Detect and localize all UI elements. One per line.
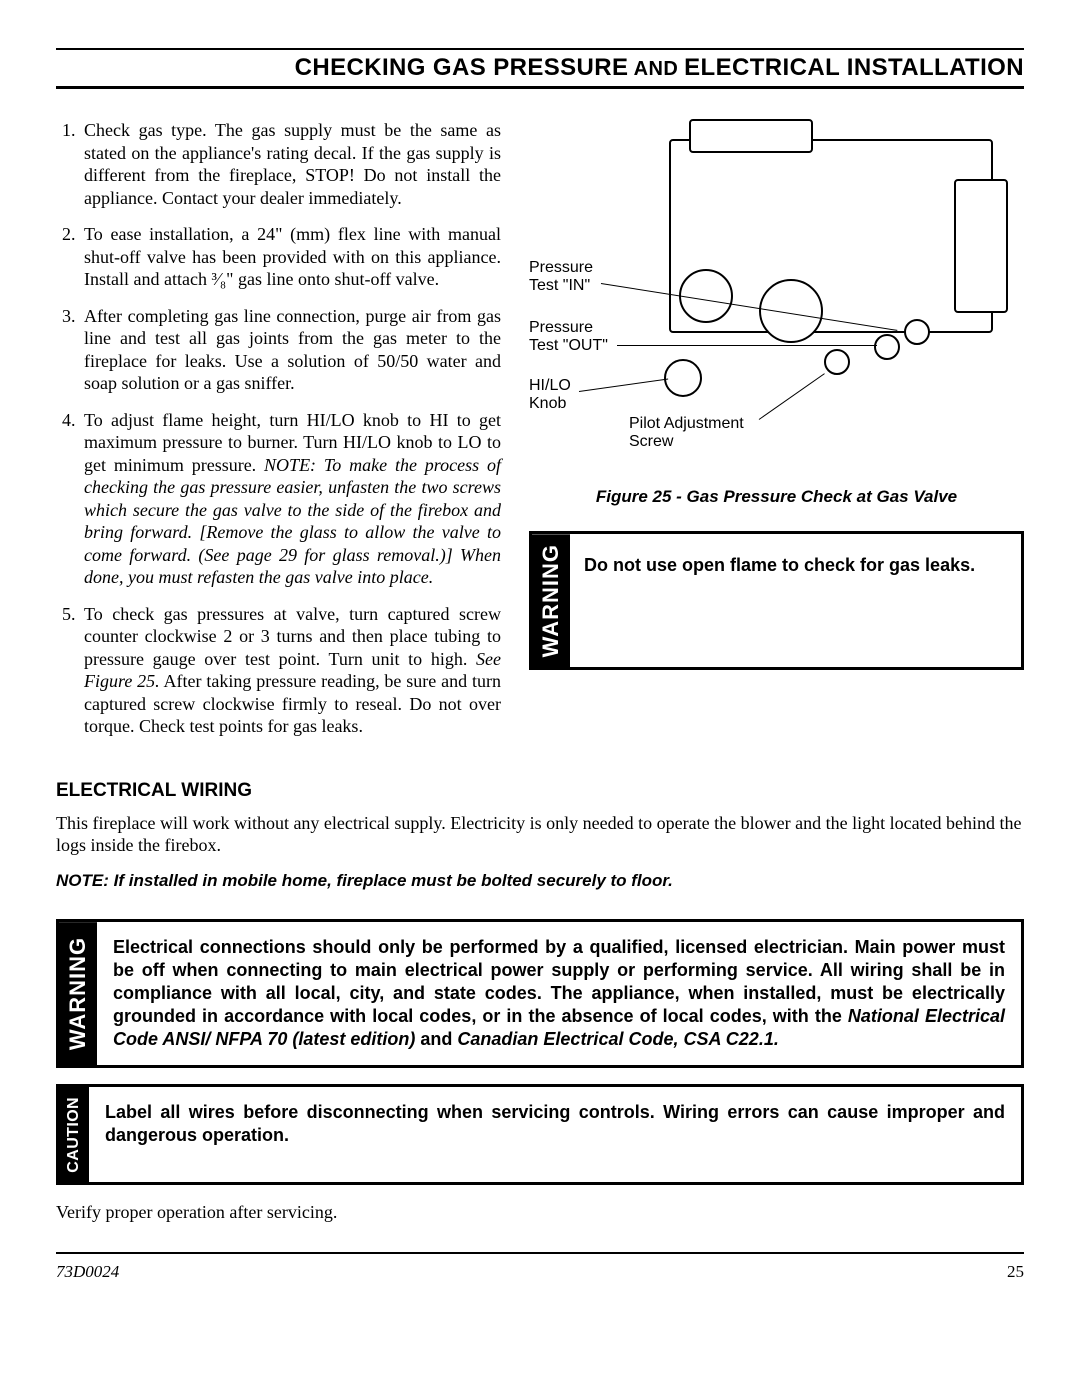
step-1: Check gas type. The gas supply must be t… [80, 119, 501, 209]
step-2: To ease installation, a 24" (mm) flex li… [80, 223, 501, 291]
test-out-port [874, 334, 900, 360]
title-part-b: ELECTRICAL INSTALLATION [684, 54, 1024, 81]
valve-top-outline [689, 119, 813, 153]
label-pressure-test-in: Pressure Test "IN" [529, 259, 593, 296]
title-part-a: CHECKING GAS PRESSURE [295, 54, 629, 81]
two-column-region: Check gas type. The gas supply must be t… [56, 119, 1024, 752]
valve-right-outline [954, 179, 1008, 313]
figure-25: Pressure Test "IN" Pressure Test "OUT" H… [529, 119, 1024, 507]
instructions-column: Check gas type. The gas supply must be t… [56, 119, 501, 752]
top-rule [56, 48, 1024, 50]
label-hilo: HI/LO Knob [529, 377, 571, 414]
page-footer: 73D0024 25 [56, 1252, 1024, 1282]
lbl-pt-out-a: Pressure [529, 319, 608, 337]
mobile-home-note: NOTE: If installed in mobile home, ﬁrepl… [56, 871, 1024, 891]
step-5-a: To check gas pressures at valve, turn ca… [84, 604, 501, 669]
warning-open-flame: WARNING Do not use open ﬂame to check fo… [529, 531, 1024, 670]
warning-electrical: WARNING Electrical connections should on… [56, 919, 1024, 1068]
warning-open-flame-text: Do not use open ﬂame to check for gas le… [570, 534, 1021, 667]
caution-label: CAUTION [59, 1087, 89, 1183]
step-3: After completing gas line connection, pu… [80, 305, 501, 395]
figure-25-caption: Figure 25 - Gas Pressure Check at Gas Va… [529, 487, 1024, 507]
lbl-pilot-a: Pilot Adjustment [629, 415, 744, 433]
step-4: To adjust flame height, turn HI/LO knob … [80, 409, 501, 589]
label-pressure-test-out: Pressure Test "OUT" [529, 319, 608, 356]
lbl-pilot-b: Screw [629, 433, 744, 451]
page-title: CHECKING GAS PRESSURE AND ELECTRICAL INS… [56, 54, 1024, 82]
warning-electrical-text: Electrical connections should only be pe… [97, 922, 1021, 1065]
leader-hilo [579, 378, 668, 392]
lbl-pt-in-a: Pressure [529, 259, 593, 277]
label-pilot: Pilot Adjustment Screw [629, 415, 744, 452]
lbl-hilo-b: Knob [529, 395, 571, 413]
document-number: 73D0024 [56, 1262, 119, 1282]
electrical-wiring-para: This fireplace will work without any ele… [56, 812, 1024, 857]
leader-pilot [759, 373, 825, 420]
title-and: AND [628, 58, 684, 80]
warning-label: WARNING [532, 534, 570, 667]
warn-elec-ref2: Canadian Electrical Code, CSA C22.1. [457, 1029, 778, 1049]
warning-label: WARNING [59, 922, 97, 1065]
caution-wiring: CAUTION Label all wires before disconnec… [56, 1084, 1024, 1186]
hilo-knob-circle [664, 359, 702, 397]
verify-operation: Verify proper operation after servicing. [56, 1201, 1024, 1224]
lbl-hilo-a: HI/LO [529, 377, 571, 395]
steps-list: Check gas type. The gas supply must be t… [56, 119, 501, 738]
gas-valve-diagram: Pressure Test "IN" Pressure Test "OUT" H… [529, 119, 1024, 469]
lbl-pt-in-b: Test "IN" [529, 277, 593, 295]
step-5: To check gas pressures at valve, turn ca… [80, 603, 501, 738]
header-band: CHECKING GAS PRESSURE AND ELECTRICAL INS… [56, 54, 1024, 89]
section-electrical-wiring: ELECTRICAL WIRING [56, 780, 1024, 802]
figure-column: Pressure Test "IN" Pressure Test "OUT" H… [529, 119, 1024, 686]
page-number: 25 [1007, 1262, 1024, 1282]
lbl-pt-out-b: Test "OUT" [529, 337, 608, 355]
pilot-screw-circle [824, 349, 850, 375]
leader-out [617, 345, 877, 346]
warn-elec-and: and [415, 1029, 457, 1049]
test-in-port [904, 319, 930, 345]
knob-2 [759, 279, 823, 343]
caution-wiring-text: Label all wires before disconnecting whe… [89, 1087, 1021, 1183]
